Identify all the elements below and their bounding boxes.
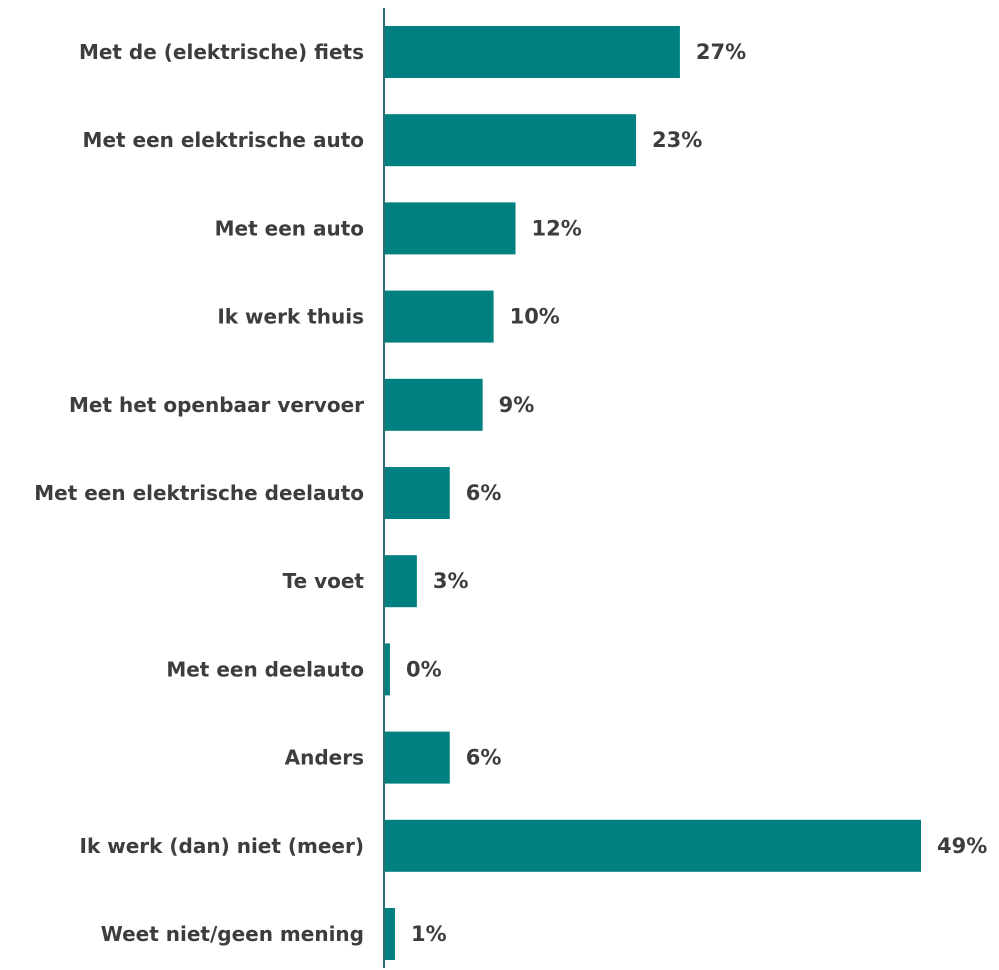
category-labels: Met de (elektrische) fiets Met een elektr… <box>34 40 364 946</box>
value-labels: 27% 23% 12% 10% 9% 6% 3% 0% 6% 49% 1% <box>406 40 987 946</box>
category-label: Weet niet/geen mening <box>101 922 364 946</box>
category-label: Ik werk thuis <box>217 305 364 329</box>
category-label: Met een auto <box>215 216 364 240</box>
value-label: 3% <box>433 569 469 593</box>
bar <box>384 26 680 78</box>
bar <box>384 378 483 431</box>
bar <box>384 908 395 960</box>
bar <box>384 731 450 784</box>
value-label: 6% <box>466 746 502 770</box>
bar <box>384 819 921 872</box>
category-label: Met een elektrische auto <box>83 128 364 152</box>
category-label: Met een elektrische deelauto <box>34 481 364 505</box>
category-label: Met de (elektrische) fiets <box>79 40 364 64</box>
bar <box>384 643 390 696</box>
value-label: 49% <box>937 834 987 858</box>
bar <box>384 202 516 255</box>
bars <box>384 26 921 960</box>
category-label: Anders <box>285 746 364 770</box>
value-label: 1% <box>411 922 447 946</box>
bar <box>384 290 494 343</box>
value-label: 0% <box>406 657 442 681</box>
category-label: Te voet <box>283 569 365 593</box>
value-label: 9% <box>499 393 535 417</box>
bar <box>384 114 637 167</box>
bar <box>384 467 450 519</box>
category-label: Ik werk (dan) niet (meer) <box>80 834 364 858</box>
value-label: 10% <box>510 305 560 329</box>
category-label: Met een deelauto <box>166 657 364 681</box>
value-label: 12% <box>532 216 582 240</box>
category-label: Met het openbaar vervoer <box>69 393 364 417</box>
value-label: 6% <box>466 481 502 505</box>
bar <box>384 555 417 608</box>
value-label: 23% <box>652 128 702 152</box>
value-label: 27% <box>696 40 746 64</box>
